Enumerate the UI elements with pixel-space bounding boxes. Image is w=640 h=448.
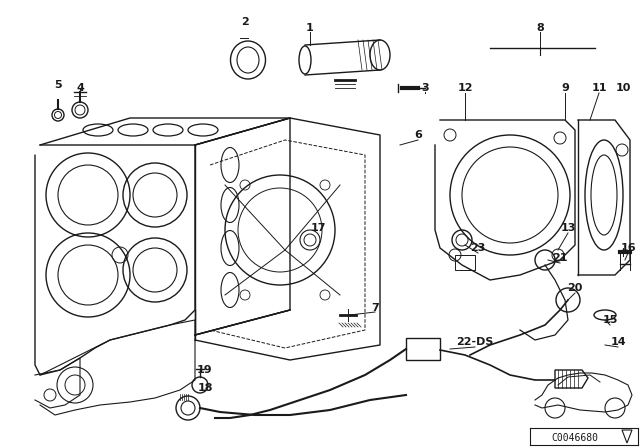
Text: 4: 4 — [76, 83, 84, 93]
Text: 10: 10 — [615, 83, 630, 93]
Text: 17: 17 — [310, 223, 326, 233]
Text: 8: 8 — [536, 23, 544, 33]
Text: 15: 15 — [602, 315, 618, 325]
Text: 21: 21 — [552, 253, 568, 263]
Text: 9: 9 — [561, 83, 569, 93]
Text: 16: 16 — [620, 243, 636, 253]
Text: 18: 18 — [197, 383, 212, 393]
Text: 13: 13 — [560, 223, 576, 233]
Text: 7: 7 — [371, 303, 379, 313]
Text: 20: 20 — [567, 283, 582, 293]
Text: 23: 23 — [470, 243, 486, 253]
Text: 19: 19 — [197, 365, 213, 375]
Text: 22-DS: 22-DS — [456, 337, 493, 347]
Text: C0046680: C0046680 — [552, 433, 598, 443]
Text: 12: 12 — [457, 83, 473, 93]
Text: 3: 3 — [421, 83, 429, 93]
Text: 14: 14 — [610, 337, 626, 347]
Text: 6: 6 — [414, 130, 422, 140]
Text: 2: 2 — [241, 17, 249, 27]
Text: 1: 1 — [306, 23, 314, 33]
Text: 11: 11 — [591, 83, 607, 93]
Text: 5: 5 — [54, 80, 62, 90]
